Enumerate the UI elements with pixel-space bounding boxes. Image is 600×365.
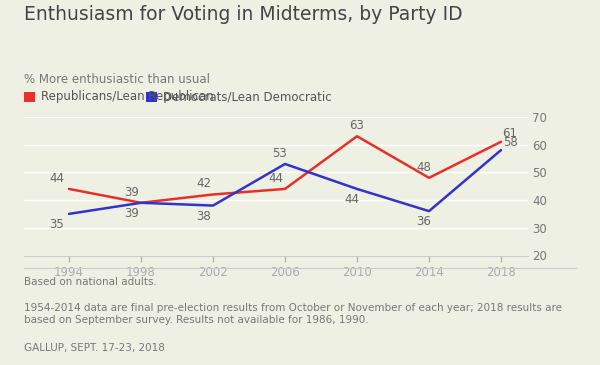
Text: 44: 44 <box>344 193 359 206</box>
Text: % More enthusiastic than usual: % More enthusiastic than usual <box>24 73 210 86</box>
Text: 38: 38 <box>197 210 211 223</box>
Text: 44: 44 <box>269 172 284 185</box>
Text: 53: 53 <box>272 147 287 160</box>
Text: 61: 61 <box>503 127 517 141</box>
Text: GALLUP, SEPT. 17-23, 2018: GALLUP, SEPT. 17-23, 2018 <box>24 343 165 353</box>
Text: 39: 39 <box>125 207 139 220</box>
Text: 44: 44 <box>49 172 64 185</box>
Text: 35: 35 <box>49 218 64 231</box>
Text: Enthusiasm for Voting in Midterms, by Party ID: Enthusiasm for Voting in Midterms, by Pa… <box>24 5 463 24</box>
Text: 39: 39 <box>125 186 139 199</box>
Text: Based on national adults.: Based on national adults. <box>24 277 157 287</box>
Text: 48: 48 <box>416 161 431 174</box>
Text: 42: 42 <box>197 177 212 190</box>
Text: 63: 63 <box>350 119 364 132</box>
Text: Democrats/Lean Democratic: Democrats/Lean Democratic <box>163 91 331 103</box>
Text: Republicans/Lean Republican: Republicans/Lean Republican <box>41 91 214 103</box>
Text: 36: 36 <box>416 215 431 228</box>
Text: 1954-2014 data are final pre-election results from October or November of each y: 1954-2014 data are final pre-election re… <box>24 303 562 324</box>
Text: 58: 58 <box>503 136 517 149</box>
